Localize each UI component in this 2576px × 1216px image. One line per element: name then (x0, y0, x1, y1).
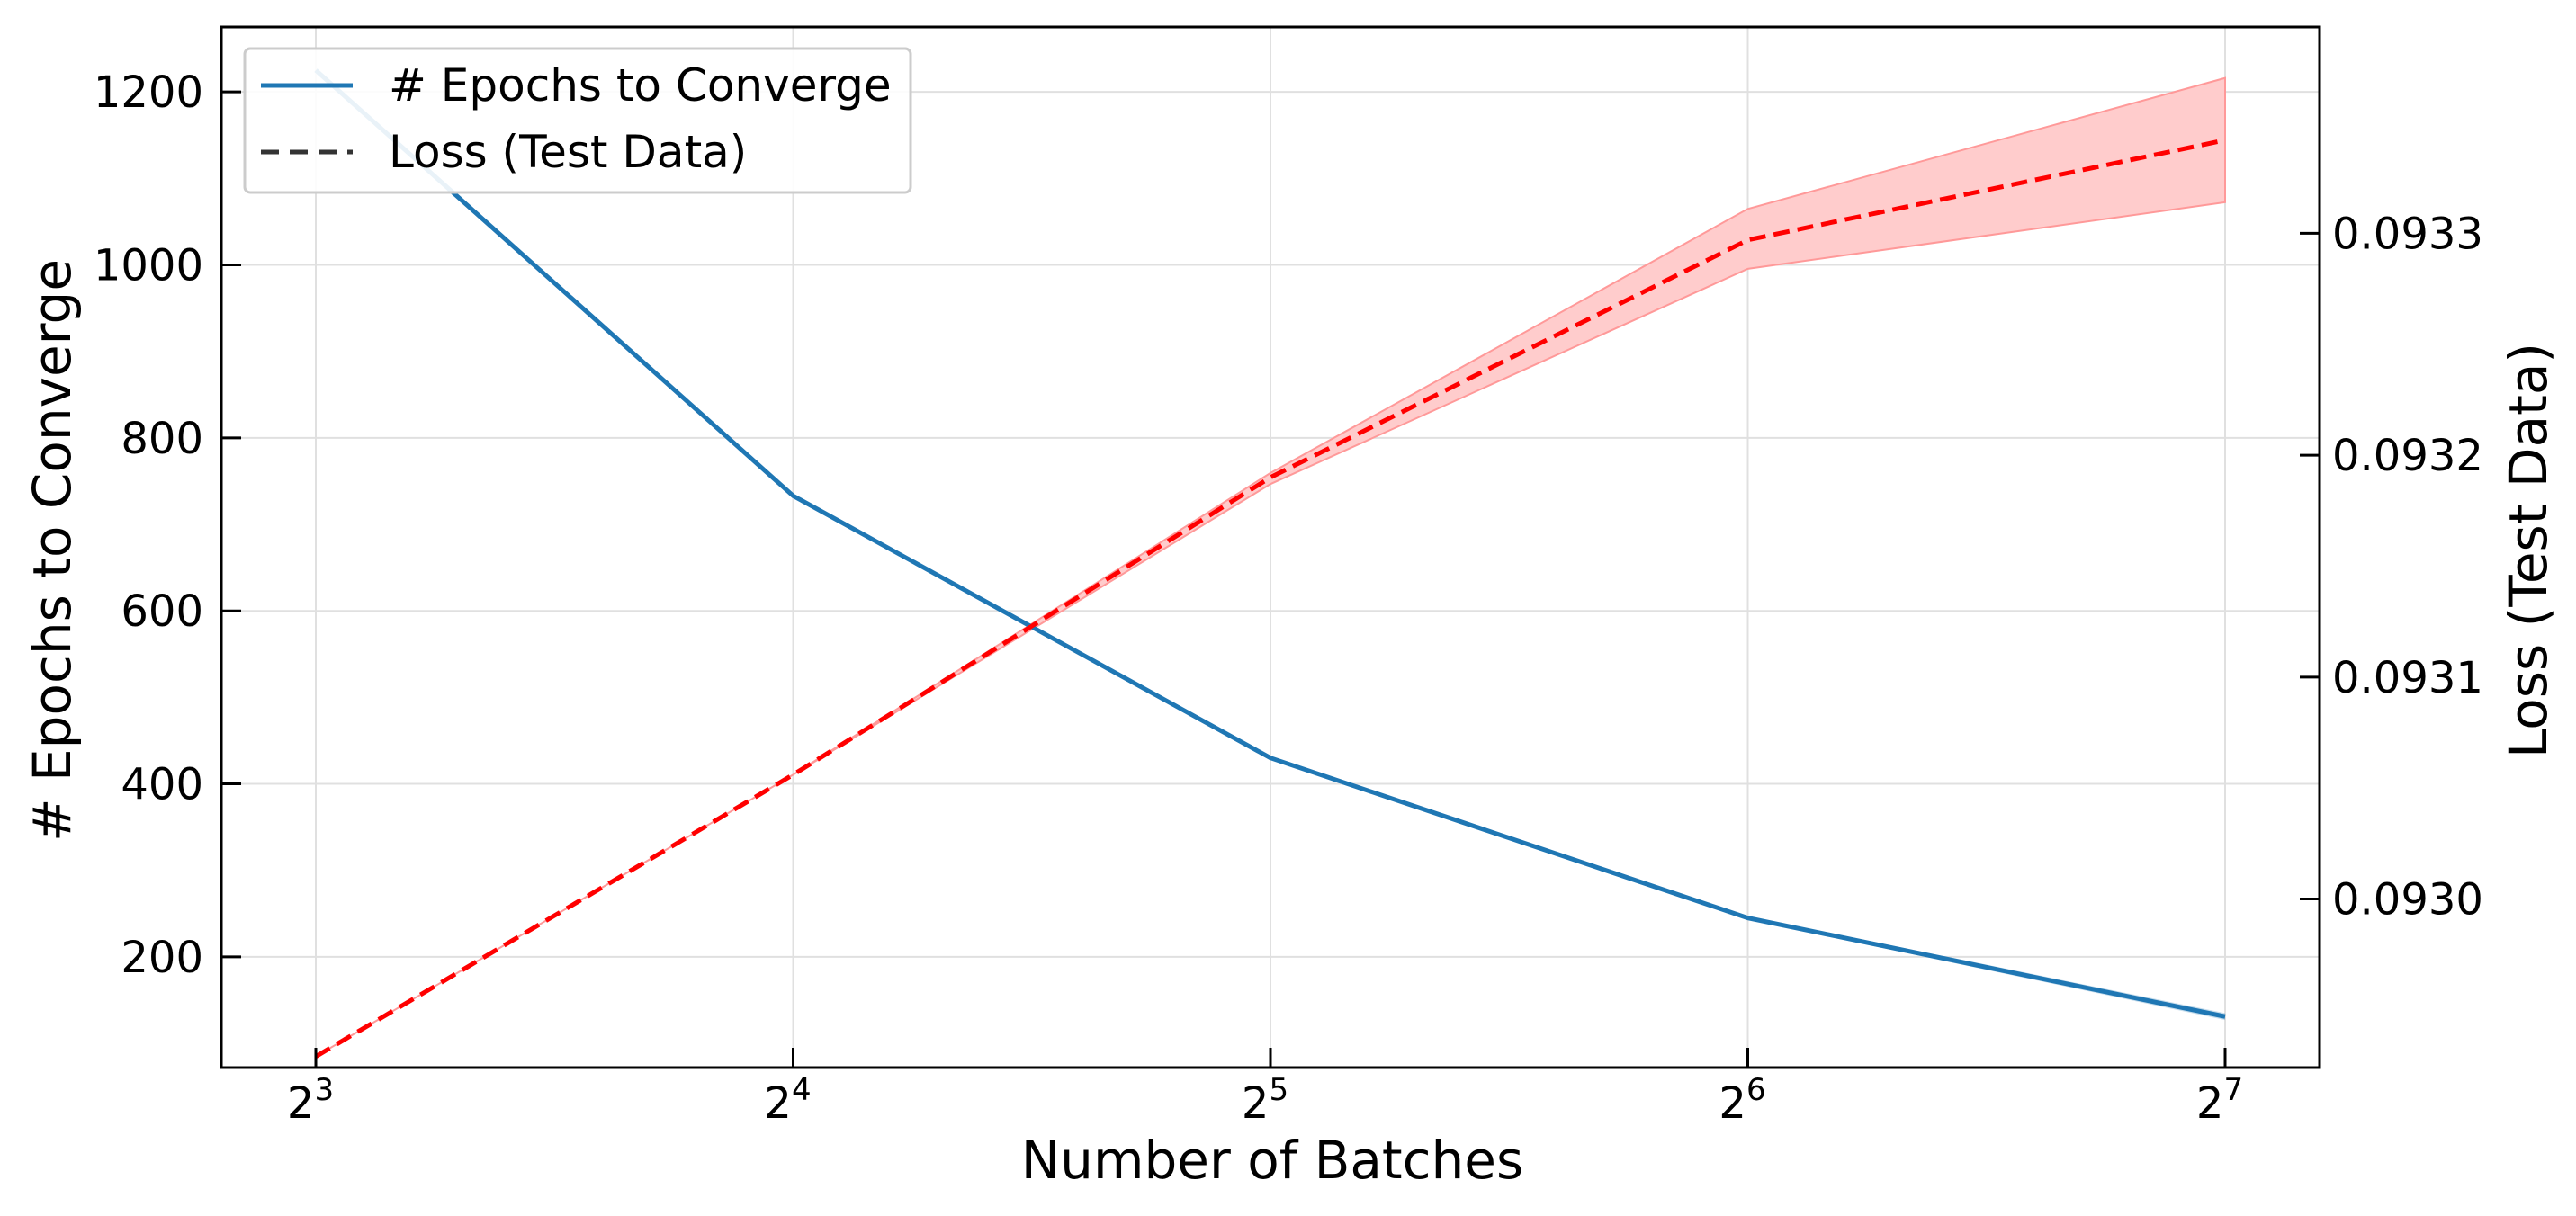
x-tick-label: 25 (1242, 1072, 1288, 1129)
epochs-line (314, 68, 2226, 1019)
y-left-tick-label: 400 (121, 760, 203, 810)
legend-label-epochs: # Epochs to Converge (389, 59, 892, 112)
y-left-tick-label: 800 (121, 414, 203, 464)
y-right-tick-label: 0.0931 (2332, 653, 2483, 703)
x-axis-title: Number of Batches (1021, 1130, 1523, 1191)
x-tick-label: 23 (287, 1072, 334, 1129)
y-right-tick-label: 0.0933 (2332, 209, 2483, 259)
legend: # Epochs to Converge Loss (Test Data) (243, 47, 912, 194)
y-right-tick-label: 0.0932 (2332, 431, 2483, 481)
legend-label-loss: Loss (Test Data) (389, 126, 747, 178)
y-right-tick-label: 0.0930 (2332, 875, 2483, 925)
x-tick-label: 27 (2196, 1072, 2243, 1129)
legend-box (243, 47, 912, 194)
y-axis-right-title: Loss (Test Data) (2498, 343, 2559, 758)
y-left-tick-label: 200 (121, 933, 203, 983)
y-left-tick-label: 600 (121, 586, 203, 637)
y-left-tick-label: 1000 (94, 240, 203, 291)
y-axis-left-title: # Epochs to Converge (22, 259, 83, 842)
axis-ticks: 23 24 25 26 27 200 400 600 800 1000 1200 0.0930 0.09… (94, 67, 2483, 1129)
x-tick-label: 26 (1719, 1072, 1765, 1129)
x-tick-label: 24 (764, 1072, 811, 1129)
loss-line (314, 138, 2226, 1059)
series-lines (314, 68, 2226, 1059)
y-left-tick-label: 1200 (94, 67, 203, 118)
